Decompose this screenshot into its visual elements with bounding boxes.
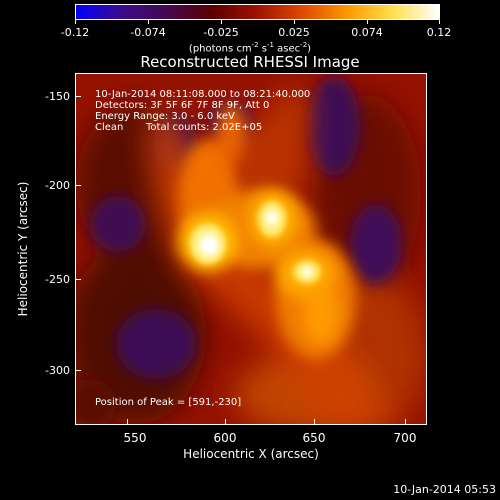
y-tick-label: -300 xyxy=(45,364,70,377)
x-axis-tick xyxy=(225,419,226,425)
rhessi-image xyxy=(76,74,426,424)
colorbar-tick xyxy=(75,19,76,24)
info-energy-range: Energy Range: 3.0 - 6.0 keV xyxy=(95,111,235,122)
y-axis-tick xyxy=(75,185,81,186)
colorbar-tick-label: -0.12 xyxy=(60,26,90,39)
colorbar-units: (photons cm-2 s-1 asec-2) xyxy=(188,41,312,55)
y-axis-tick xyxy=(75,370,81,371)
y-axis-tick xyxy=(75,96,81,97)
colorbar-tick xyxy=(367,19,368,24)
peak-position: Position of Peak = [591,-230] xyxy=(95,397,242,408)
y-axis-label: Heliocentric Y (arcsec) xyxy=(16,181,30,317)
colorbar-tick-label: -0.074 xyxy=(130,26,166,39)
info-clean: Clean xyxy=(95,122,124,133)
x-tick-label: 600 xyxy=(213,431,237,445)
rhessi-image-plot xyxy=(75,73,427,425)
y-tick-label: -150 xyxy=(45,90,70,103)
y-tick-label: -250 xyxy=(45,273,70,286)
x-tick-label: 700 xyxy=(393,431,417,445)
colorbar-tick xyxy=(294,19,295,24)
colorbar-tick-label: -0.025 xyxy=(203,26,239,39)
info-total-counts: Total counts: 2.02E+05 xyxy=(146,122,263,133)
x-axis-tick xyxy=(405,419,406,425)
colorbar-tick xyxy=(148,19,149,24)
colorbar xyxy=(75,4,440,20)
y-tick-label: -200 xyxy=(45,179,70,192)
info-time-range: 10-Jan-2014 08:11:08.000 to 08:21:40.000 xyxy=(95,89,311,100)
x-tick-label: 650 xyxy=(302,431,326,445)
x-axis-tick xyxy=(314,419,315,425)
info-detectors: Detectors: 3F 5F 6F 7F 8F 9F, Att 0 xyxy=(95,100,270,111)
image-title: Reconstructed RHESSI Image xyxy=(140,53,360,71)
colorbar-tick xyxy=(439,19,440,24)
x-axis-tick xyxy=(127,419,128,425)
x-tick-label: 550 xyxy=(123,431,147,445)
footer-timestamp: 10-Jan-2014 05:53 xyxy=(393,483,496,496)
x-axis-label: Heliocentric X (arcsec) xyxy=(183,447,319,461)
colorbar-tick xyxy=(221,19,222,24)
y-axis-tick xyxy=(75,279,81,280)
colorbar-tick-label: 0.074 xyxy=(351,26,383,39)
colorbar-tick-label: 0.025 xyxy=(278,26,310,39)
colorbar-tick-label: 0.12 xyxy=(426,26,452,39)
